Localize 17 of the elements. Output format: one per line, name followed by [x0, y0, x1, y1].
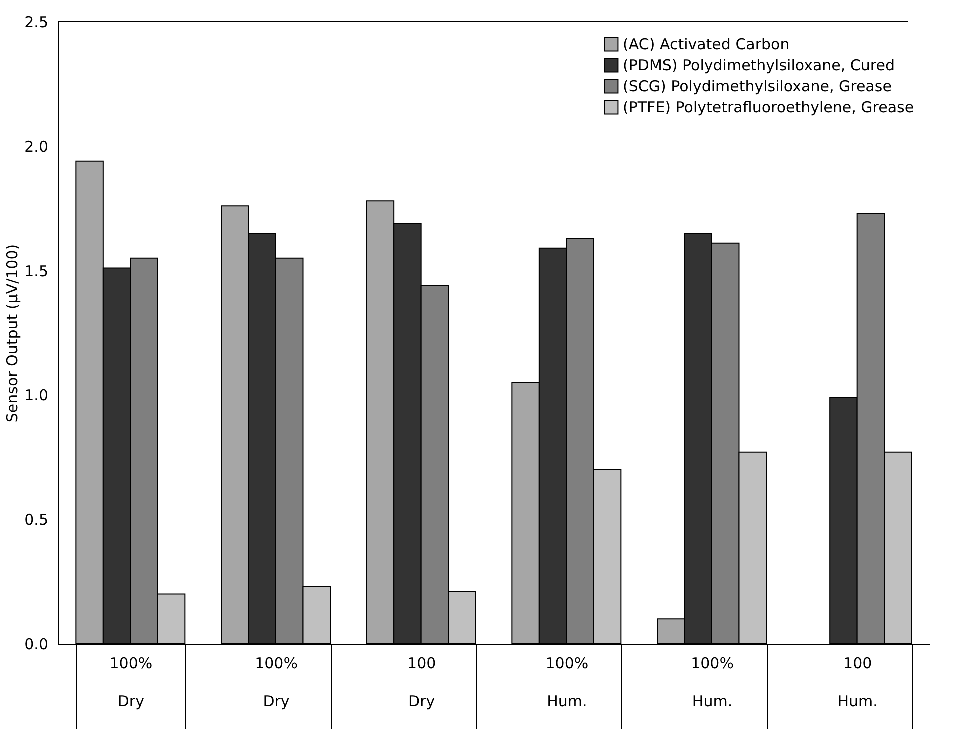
legend-label: (SCG) Polydimethylsiloxane, Grease	[623, 78, 892, 96]
category-label: 100 Hum.	[838, 654, 878, 710]
y-tick-label: 1.5	[24, 262, 48, 280]
y-tick-label: 2.0	[24, 138, 48, 156]
y-tick-label: 0.5	[24, 511, 48, 530]
category-label: 100 Dry	[408, 654, 436, 710]
legend-label: (AC) Activated Carbon	[623, 36, 790, 54]
category-label: 100% Dry	[255, 654, 298, 710]
y-tick-label: 0.0	[24, 636, 48, 654]
category-label: 100% Hum.	[546, 654, 589, 710]
y-tick-label: 1.0	[24, 386, 48, 405]
legend-label: (PTFE) Polytetrafluoroethylene, Grease	[623, 98, 914, 116]
y-axis-title: Sensor Output (µV/100)	[4, 244, 22, 423]
legend-label: (PDMS) Polydimethylsiloxane, Cured	[623, 56, 895, 74]
category-label: 100% Hum.	[691, 654, 734, 710]
y-tick-label: 2.5	[24, 14, 48, 32]
category-label: 100% Dry	[110, 654, 153, 710]
